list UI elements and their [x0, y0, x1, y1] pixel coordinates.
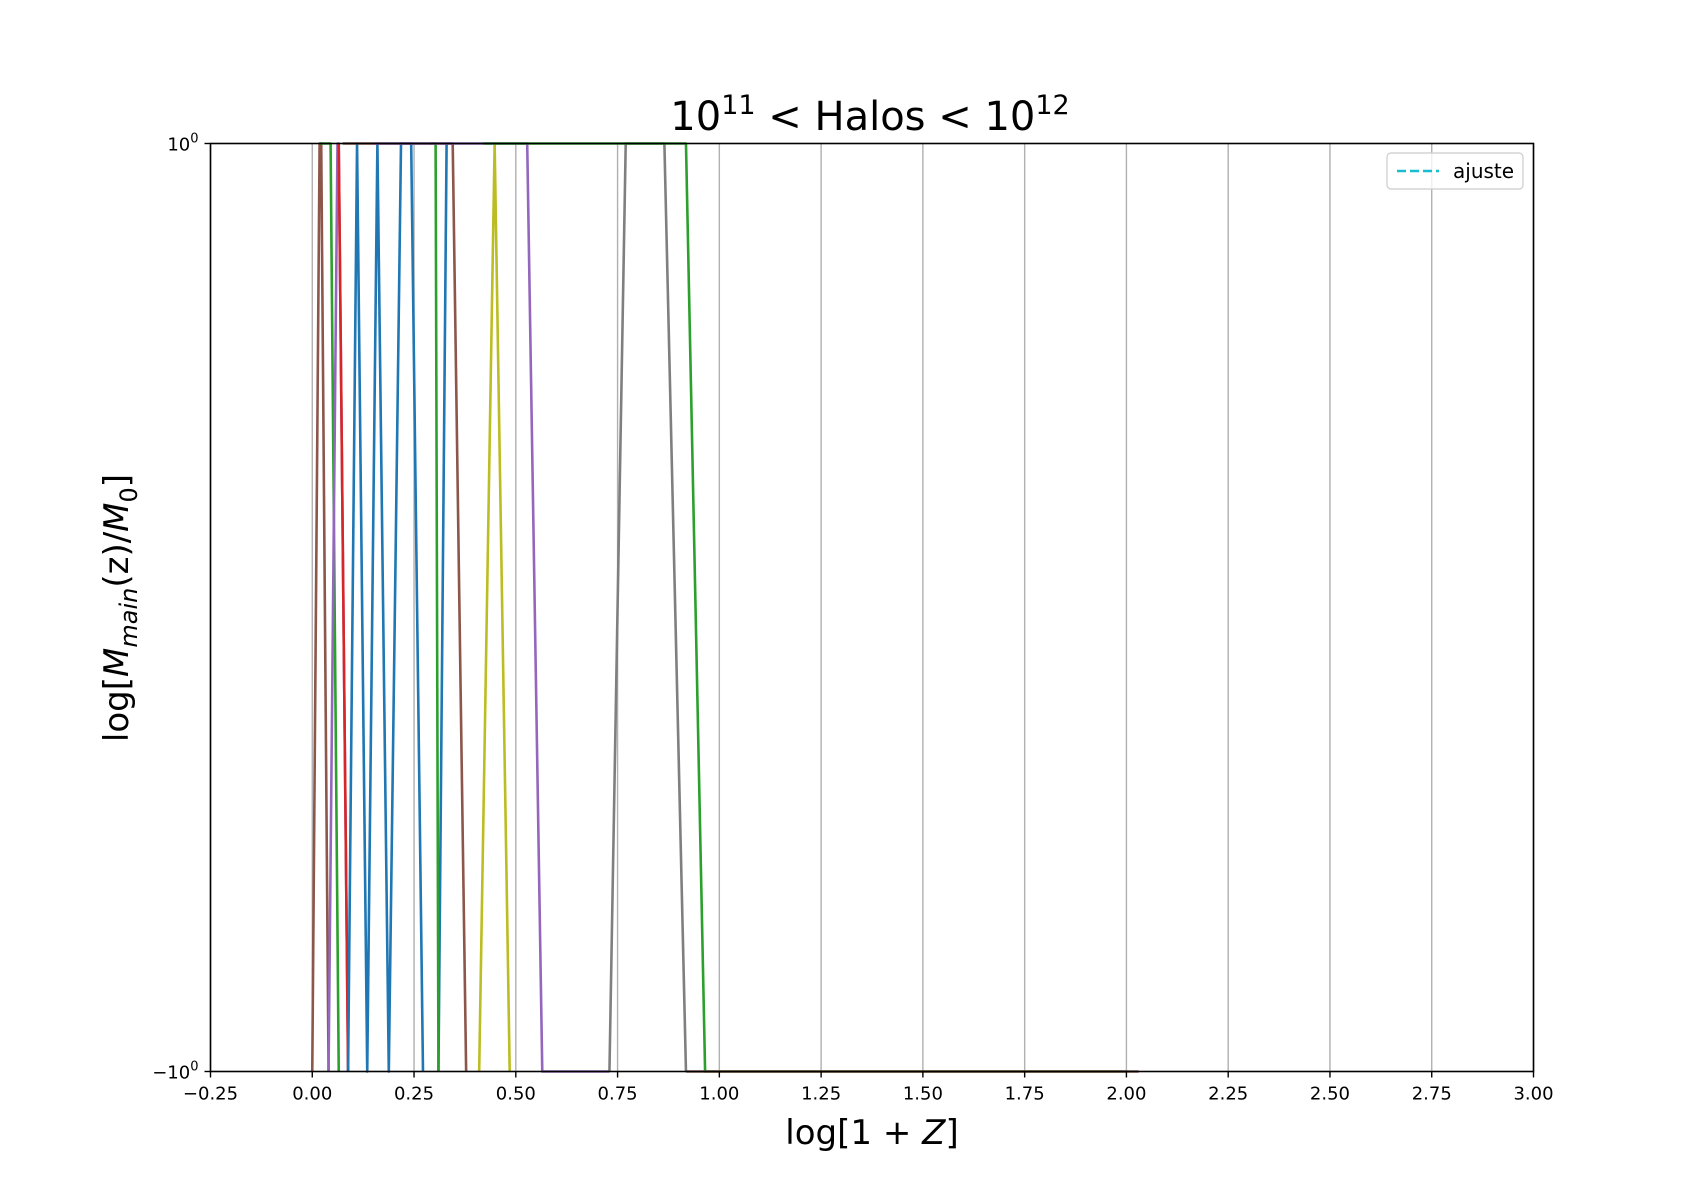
- x-tick-label: 0.25: [394, 1084, 434, 1105]
- x-tick-label: 1.00: [699, 1084, 739, 1105]
- legend: ajuste: [1386, 152, 1524, 190]
- y-tick-label: −100: [152, 1060, 198, 1084]
- x-tick-label: 1.75: [1005, 1084, 1045, 1105]
- x-tick-label: 0.50: [496, 1084, 536, 1105]
- x-tick-label: −0.25: [183, 1084, 238, 1105]
- plot-frame: [209, 142, 1535, 1073]
- x-axis-label: log[1 + Z]: [785, 1113, 958, 1153]
- x-tick-label: 2.75: [1412, 1084, 1452, 1105]
- x-tick-label: 1.25: [801, 1084, 841, 1105]
- y-axis-label: log[Mmain(z)/M0]: [97, 474, 143, 742]
- x-axis-ticks: −0.25 0.00 0.25 0.50 0.75 1.00 1.25 1.50 1.75 2.0…: [183, 1071, 1554, 1105]
- x-tick-label: 0.75: [598, 1084, 638, 1105]
- x-tick-label: 3.00: [1513, 1084, 1553, 1105]
- chart-title: 1011 < Halos < 1012: [670, 90, 1069, 140]
- y-tick-label: 100: [167, 132, 198, 156]
- plot-area: −0.25 0.00 0.25 0.50 0.75 1.00 1.25 1.50 1.75 2.0…: [152, 132, 1553, 1105]
- x-tick-label: 1.50: [903, 1084, 943, 1105]
- x-tick-label: 2.25: [1208, 1084, 1248, 1105]
- series-line: [437, 143, 448, 1072]
- series-line: [337, 143, 350, 1072]
- plot-background: [210, 143, 1534, 1072]
- x-tick-label: 2.50: [1310, 1084, 1350, 1105]
- y-axis-ticks: 100 −100: [152, 132, 211, 1084]
- x-tick-label: 0.00: [292, 1084, 332, 1105]
- legend-box: [1386, 152, 1524, 190]
- x-tick-label: 2.00: [1106, 1084, 1146, 1105]
- legend-label-ajuste: ajuste: [1453, 159, 1514, 183]
